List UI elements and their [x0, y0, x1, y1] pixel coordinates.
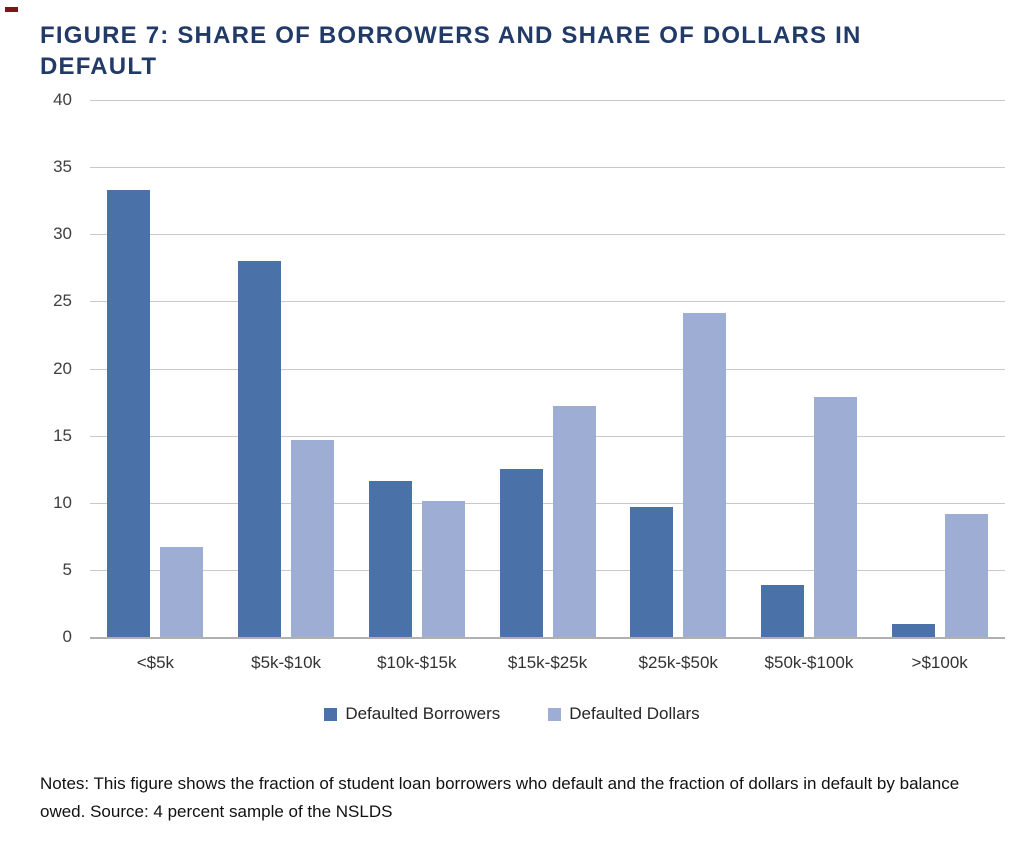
y-axis-labels: 40 35 30 25 20 15 10 5 0: [30, 90, 80, 646]
bar-groups: [90, 100, 1005, 637]
y-tick-label-40: 40: [53, 90, 72, 109]
bar-defaulted-dollars-5k: [160, 547, 204, 637]
gridline-y-20: [90, 368, 1005, 370]
figure-notes: Notes: This figure shows the fraction of…: [40, 774, 960, 821]
bar-defaulted-borrowers-100k: [891, 623, 935, 637]
x-axis-label-100k: >$100k: [911, 653, 968, 672]
x-axis-label-5k-10k: $5k-$10k: [251, 653, 322, 672]
y-tick-label-10: 10: [53, 492, 72, 512]
plot-area: [90, 100, 1005, 639]
x-axis-label-15k-25k: $15k-$25k: [507, 653, 588, 672]
bar-defaulted-borrowers-5k: [107, 189, 151, 637]
bar-group-100k: [874, 100, 1005, 637]
gridline-y-10: [90, 502, 1005, 504]
bar-group-25k-50k: [613, 100, 744, 637]
x-axis-baseline: [90, 637, 1005, 639]
y-tick-label-0: 0: [62, 627, 72, 646]
legend-item-defaulted-dollars: Defaulted Dollars: [548, 704, 700, 724]
y-tick-label-35: 35: [53, 157, 72, 177]
legend-label-defaulted-dollars: Defaulted Dollars: [569, 704, 700, 723]
bar-defaulted-dollars-10k-15k: [421, 501, 465, 637]
chart-legend: Defaulted Borrowers Defaulted Dollars: [0, 704, 1024, 724]
legend-item-defaulted-borrowers: Defaulted Borrowers: [324, 704, 500, 724]
bar-defaulted-borrowers-5k-10k: [238, 261, 282, 637]
gridline-y-25: [90, 301, 1005, 303]
bar-group-5k-10k: [221, 100, 352, 637]
bar-defaulted-borrowers-25k-50k: [630, 506, 674, 637]
y-tick-label-30: 30: [53, 224, 72, 244]
bar-defaulted-dollars-100k: [944, 513, 988, 637]
bar-defaulted-borrowers-10k-15k: [368, 481, 412, 637]
y-tick-label-20: 20: [53, 358, 72, 378]
figure-title: FIGURE 7: SHARE OF BORROWERS AND SHARE O…: [40, 22, 862, 81]
gridline-y-40: [90, 100, 1005, 101]
bar-defaulted-dollars-15k-25k: [552, 406, 596, 637]
bar-defaulted-dollars-5k-10k: [291, 439, 335, 637]
bar-group-5k: [90, 100, 221, 637]
legend-swatch-defaulted-dollars: [548, 707, 562, 721]
bar-group-50k-100k: [744, 100, 875, 637]
bar-defaulted-borrowers-15k-25k: [499, 469, 543, 637]
gridline-y-5: [90, 569, 1005, 571]
bar-defaulted-dollars-50k-100k: [813, 396, 857, 637]
gridline-y-15: [90, 435, 1005, 437]
x-axis-label-5k: <$5k: [136, 653, 175, 672]
page-corner-artifact: [5, 7, 18, 12]
bar-defaulted-borrowers-50k-100k: [760, 584, 804, 637]
x-axis-label-10k-15k: $10k-$15k: [377, 653, 457, 672]
gridline-y-30: [90, 234, 1005, 236]
bar-group-15k-25k: [482, 100, 613, 637]
x-axis-labels: <$5k $5k-$10k $10k-$15k $15k-$25k $25k-$50k $…: [90, 653, 1005, 673]
x-axis-label-50k-100k: $50k-$100k: [764, 653, 854, 672]
x-axis-label-25k-50k: $25k-$50k: [638, 653, 718, 672]
y-tick-label-25: 25: [53, 291, 72, 311]
legend-swatch-defaulted-borrowers: [324, 707, 338, 721]
bar-defaulted-dollars-25k-50k: [683, 313, 727, 637]
bar-group-10k-15k: [351, 100, 482, 637]
y-tick-label-5: 5: [62, 559, 72, 579]
y-tick-label-15: 15: [53, 425, 72, 445]
gridline-y-35: [90, 167, 1005, 169]
legend-label-defaulted-borrowers: Defaulted Borrowers: [345, 704, 501, 723]
